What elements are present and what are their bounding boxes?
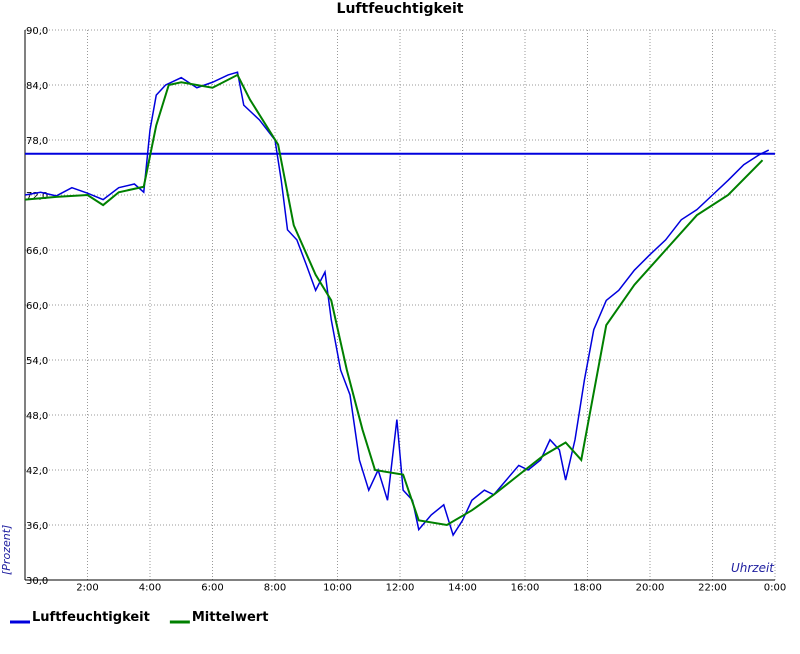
x-tick-label: 2:00 (76, 582, 98, 593)
y-tick-label: 78,0 (26, 136, 48, 147)
y-tick-label: 84,0 (26, 81, 48, 92)
legend-label: Mittelwert (192, 610, 269, 625)
x-tick-label: 12:00 (386, 582, 415, 593)
legend-label: Luftfeuchtigkeit (32, 610, 150, 625)
x-tick-label: 14:00 (448, 582, 477, 593)
y-tick-label: 48,0 (26, 411, 48, 422)
x-tick-label: 18:00 (573, 582, 602, 593)
x-axis-label: Uhrzeit (731, 561, 775, 575)
chart-title: Luftfeuchtigkeit (337, 1, 464, 17)
x-tick-label: 8:00 (264, 582, 286, 593)
y-tick-label: 30,0 (26, 576, 48, 587)
y-tick-label: 60,0 (26, 301, 48, 312)
x-tick-label: 22:00 (698, 582, 727, 593)
y-tick-label: 54,0 (26, 356, 48, 367)
y-tick-label: 36,0 (26, 521, 48, 532)
y-tick-label: 90,0 (26, 26, 48, 37)
x-tick-label: 4:00 (139, 582, 161, 593)
series-line (24, 73, 764, 527)
y-axis-label: [Prozent] (0, 525, 13, 575)
y-tick-label: 66,0 (26, 246, 48, 257)
x-tick-label: 10:00 (323, 582, 352, 593)
x-tick-label: 0:00 (764, 582, 786, 593)
x-tick-label: 6:00 (201, 582, 223, 593)
x-tick-label: 16:00 (511, 582, 540, 593)
series-line (24, 71, 770, 537)
y-tick-label: 42,0 (26, 466, 48, 477)
x-tick-label: 20:00 (636, 582, 665, 593)
y-tick-label: 72,0 (26, 191, 48, 202)
